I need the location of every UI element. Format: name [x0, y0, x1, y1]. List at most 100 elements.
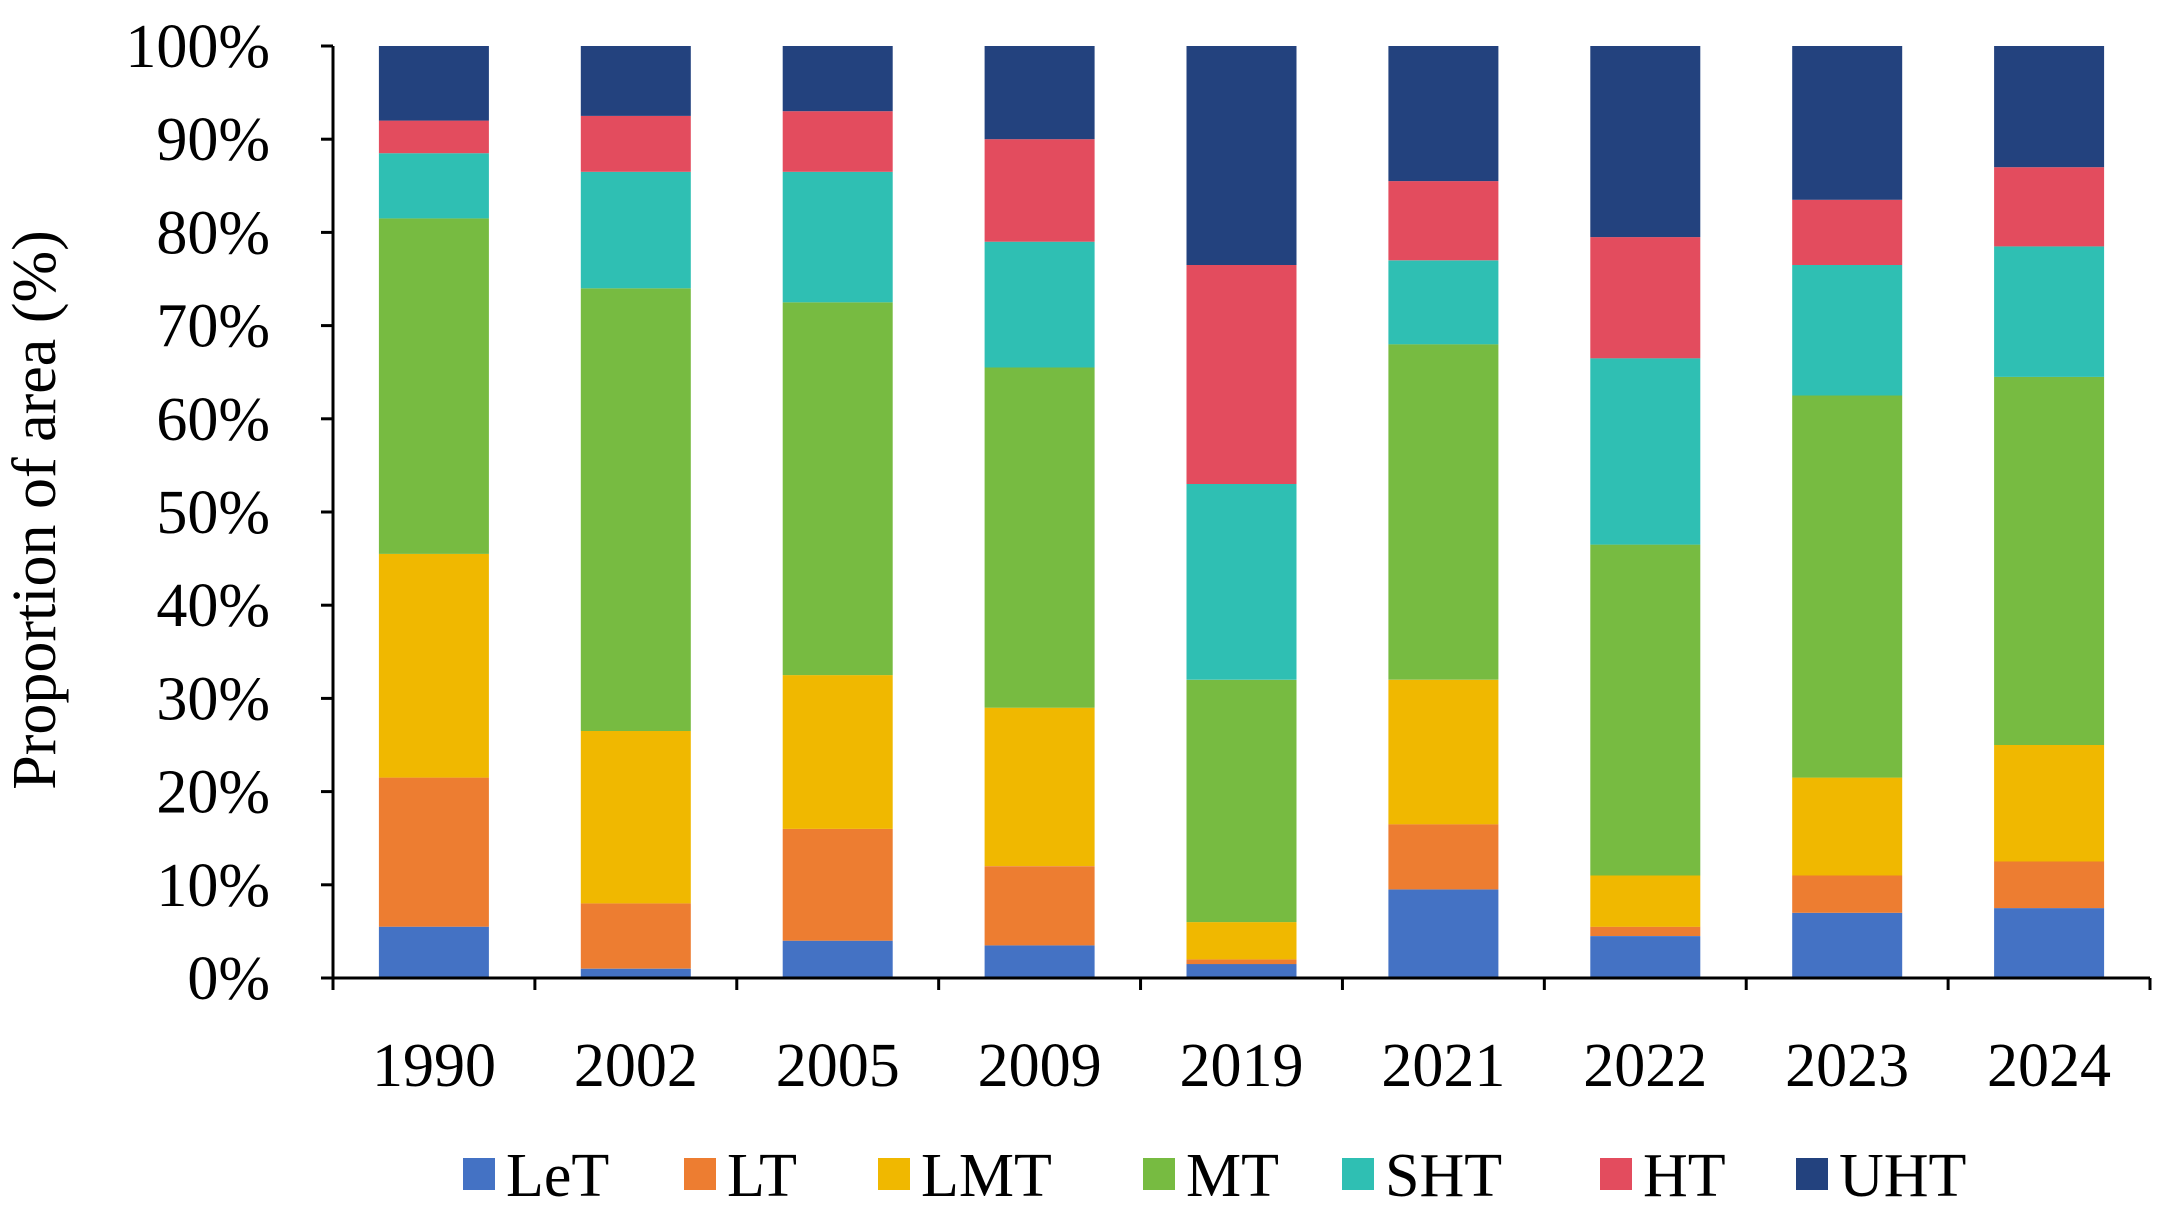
bar-1990-LeT	[378, 926, 489, 978]
bar-2022-HT	[1590, 237, 1701, 359]
bar-2009-SHT	[984, 241, 1095, 368]
bar-2005-MT	[782, 302, 893, 676]
legend: LeT LT LMT MT SHT HT UHT	[463, 1142, 1966, 1210]
legend-swatch-UHT	[1796, 1158, 1828, 1190]
bar-2021-LT	[1388, 824, 1499, 890]
y-tick-label: 40%	[156, 572, 270, 640]
legend-label-HT: HT	[1643, 1142, 1726, 1210]
bar-2022-SHT	[1590, 358, 1701, 545]
x-tick-label: 2021	[1381, 1032, 1505, 1100]
bar-1990-MT	[378, 218, 489, 554]
legend-label-LT: LT	[727, 1142, 797, 1210]
y-tick-label: 30%	[156, 665, 270, 733]
x-tick-label: 2023	[1785, 1032, 1909, 1100]
bar-2022-UHT	[1590, 46, 1701, 238]
bar-2019-MT	[1186, 679, 1297, 923]
bar-1990-LMT	[378, 553, 489, 778]
x-tick-label: 2019	[1180, 1032, 1304, 1100]
legend-swatch-SHT	[1342, 1158, 1374, 1190]
bar-2002-LeT	[580, 968, 691, 978]
y-tick-label: 70%	[156, 293, 270, 361]
legend-swatch-LeT	[463, 1158, 495, 1190]
x-tick-label: 2009	[978, 1032, 1102, 1100]
bar-2002-LT	[580, 903, 691, 969]
bar-2022-LMT	[1590, 875, 1701, 927]
bar-2024-HT	[1994, 167, 2105, 247]
bar-2009-MT	[984, 367, 1095, 708]
bar-2005-LeT	[782, 940, 893, 978]
bar-2023-HT	[1792, 199, 1903, 265]
bar-2005-LMT	[782, 675, 893, 829]
bar-2024-UHT	[1994, 46, 2105, 168]
x-tick-labels: 1990 2002 2005 2009 2019 2021 2022 2023 2024	[372, 1032, 2111, 1100]
x-tick-label: 2005	[776, 1032, 900, 1100]
y-tick-label: 50%	[156, 479, 270, 547]
bar-2005-LT	[782, 828, 893, 941]
y-tick-label: 10%	[156, 852, 270, 920]
bar-2019-LeT	[1186, 964, 1297, 978]
bar-2023-MT	[1792, 395, 1903, 778]
bar-2019-LMT	[1186, 922, 1297, 960]
bar-2005-SHT	[782, 171, 893, 303]
bar-2009-LT	[984, 866, 1095, 946]
bar-2022-LT	[1590, 926, 1701, 936]
bar-2019-UHT	[1186, 46, 1297, 265]
x-tick-label: 1990	[372, 1032, 496, 1100]
bar-2009-LeT	[984, 945, 1095, 978]
y-tick-label: 80%	[156, 199, 270, 267]
bar-2024-LMT	[1994, 745, 2105, 862]
bar-2024-LeT	[1994, 908, 2105, 978]
bar-2023-SHT	[1792, 265, 1903, 396]
legend-label-LeT: LeT	[506, 1142, 609, 1210]
legend-swatch-LT	[684, 1158, 716, 1190]
bar-2002-LMT	[580, 731, 691, 904]
bar-1990-SHT	[378, 153, 489, 219]
bar-2023-UHT	[1792, 46, 1903, 200]
bar-2019-SHT	[1186, 484, 1297, 680]
bar-2021-LMT	[1388, 679, 1499, 825]
y-tick-labels: 0% 10% 20% 30% 40% 50% 60% 70% 80% 90% 100%	[125, 13, 270, 1013]
y-tick-label: 20%	[156, 759, 270, 827]
bar-2002-SHT	[580, 171, 691, 289]
bar-2024-LT	[1994, 861, 2105, 909]
bar-2009-HT	[984, 139, 1095, 242]
bar-2021-MT	[1388, 344, 1499, 680]
axes-layer	[321, 44, 2152, 990]
bar-2021-LeT	[1388, 889, 1499, 978]
bar-2022-MT	[1590, 544, 1701, 876]
bar-2002-HT	[580, 115, 691, 172]
legend-label-SHT: SHT	[1385, 1142, 1502, 1210]
bar-2002-UHT	[580, 46, 691, 116]
y-tick-label: 100%	[125, 13, 270, 81]
bar-2002-MT	[580, 288, 691, 731]
x-tick-label: 2024	[1987, 1032, 2111, 1100]
bars-layer	[378, 46, 2105, 978]
bar-2021-UHT	[1388, 46, 1499, 182]
bar-2009-UHT	[984, 46, 1095, 140]
y-axis-title: Proportion of area (%)	[1, 230, 69, 790]
bar-1990-UHT	[378, 46, 489, 121]
bar-2024-MT	[1994, 376, 2105, 745]
legend-swatch-HT	[1600, 1158, 1632, 1190]
legend-swatch-MT	[1143, 1158, 1175, 1190]
x-tick-label: 2022	[1583, 1032, 1707, 1100]
legend-label-UHT: UHT	[1839, 1142, 1966, 1210]
legend-label-LMT: LMT	[921, 1142, 1052, 1210]
bar-2005-UHT	[782, 46, 893, 112]
bar-2019-HT	[1186, 265, 1297, 484]
bar-2021-SHT	[1388, 260, 1499, 345]
bar-2019-LT	[1186, 959, 1297, 965]
bar-1990-LT	[378, 777, 489, 927]
bar-1990-HT	[378, 120, 489, 154]
x-tick-label: 2002	[574, 1032, 698, 1100]
bar-2023-LeT	[1792, 912, 1903, 978]
y-tick-label: 90%	[156, 106, 270, 174]
legend-label-MT: MT	[1186, 1142, 1279, 1210]
y-tick-label: 0%	[187, 945, 270, 1013]
bar-2024-SHT	[1994, 246, 2105, 377]
legend-swatch-LMT	[878, 1158, 910, 1190]
bar-2021-HT	[1388, 181, 1499, 261]
bar-2023-LT	[1792, 875, 1903, 913]
